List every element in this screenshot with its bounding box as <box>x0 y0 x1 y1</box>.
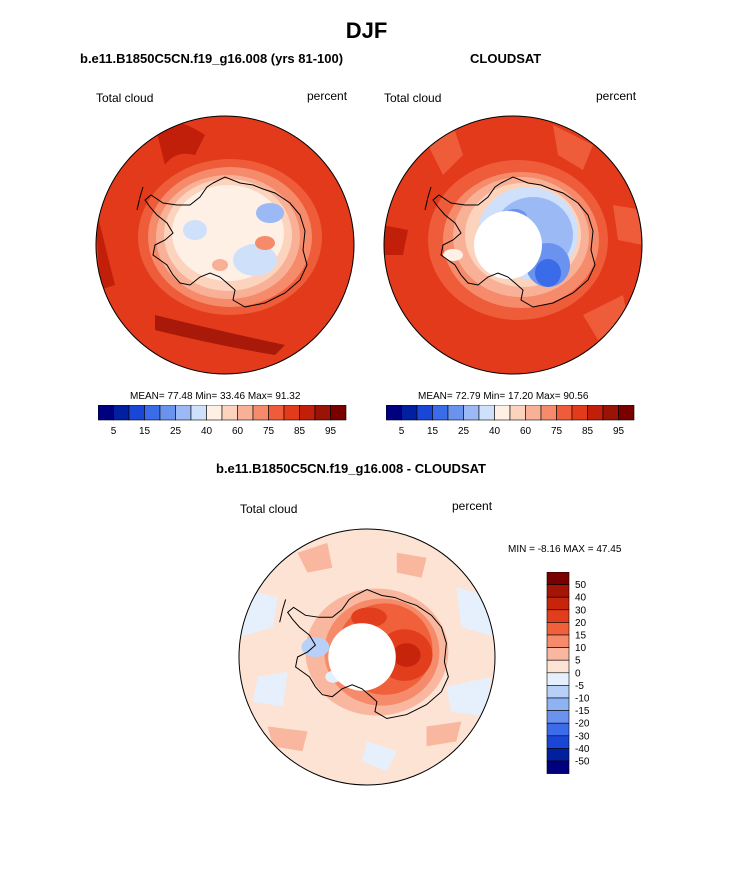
diff-colorbar-box <box>546 634 570 648</box>
left-colorbar-box <box>190 405 207 421</box>
diff-colorbar-box <box>546 622 570 636</box>
left-colorbar-tick-label: 15 <box>139 426 151 437</box>
diff-stats: MIN = -8.16 MAX = 47.45 <box>508 544 622 555</box>
diff-colorbar-box <box>546 735 570 749</box>
left-colorbar-tick-label: 75 <box>263 426 275 437</box>
diff-colorbar-tick-label: -40 <box>575 744 590 755</box>
diff-colorbar-tick-label: 10 <box>575 643 587 654</box>
left-polar-map <box>95 115 355 375</box>
diff-colorbar-tick-label: -50 <box>575 757 590 768</box>
diff-colorbar-box <box>546 722 570 737</box>
right-colorbar-tick-label: 5 <box>399 426 405 437</box>
diff-colorbar-tick-label: -10 <box>575 694 590 705</box>
right-colorbar-box <box>494 405 511 421</box>
left-colorbar-box <box>299 405 316 421</box>
diff-colorbar-box <box>546 672 570 686</box>
diff-colorbar-box <box>546 584 570 598</box>
diff-colorbar-box <box>546 697 570 711</box>
diff-colorbar-box <box>546 659 570 674</box>
diff-colorbar-box <box>546 710 570 724</box>
right-colorbar-box <box>447 405 464 421</box>
diff-colorbar-tick-label: -20 <box>575 719 590 730</box>
right-colorbar-box <box>401 405 418 421</box>
left-units-label: percent <box>307 89 348 103</box>
right-colorbar-box <box>509 405 526 421</box>
left-case-title: b.e11.B1850C5CN.f19_g16.008 (yrs 81-100) <box>80 51 344 66</box>
diff-colorbar-box <box>546 572 570 585</box>
diff-colorbar-box <box>546 596 570 611</box>
left-colorbar-box <box>206 405 223 421</box>
left-colorbar-tick-label: 5 <box>111 426 117 437</box>
left-colorbar-box <box>268 405 285 421</box>
right-colorbar-tick-label: 15 <box>427 426 439 437</box>
diff-colorbar-tick-label: 15 <box>575 631 587 642</box>
diff-units-label: percent <box>452 499 493 513</box>
right-units-label: percent <box>596 89 637 103</box>
right-colorbar-box <box>618 405 635 421</box>
left-colorbar-box <box>314 405 331 421</box>
left-stats: MEAN= 77.48 Min= 33.46 Max= 91.32 <box>130 391 301 402</box>
right-colorbar-tick-label: 60 <box>520 426 532 437</box>
right-colorbar-tick-label: 25 <box>458 426 470 437</box>
left-colorbar-box <box>175 405 192 421</box>
right-colorbar-box <box>587 405 604 421</box>
left-colorbar-box <box>330 405 347 421</box>
diff-case-title: b.e11.B1850C5CN.f19_g16.008 - CLOUDSAT <box>216 461 486 476</box>
diff-colorbar-box <box>546 609 570 623</box>
right-colorbar-box <box>416 405 433 421</box>
left-colorbar: 5 15 25 40 60 75 85 95 <box>98 405 347 437</box>
right-colorbar-box <box>571 405 588 421</box>
right-colorbar-box <box>478 405 495 421</box>
right-polar-map <box>383 115 643 375</box>
diff-colorbar-tick-label: 40 <box>575 593 587 604</box>
right-colorbar-box <box>525 405 542 421</box>
right-colorbar-tick-label: 40 <box>489 426 501 437</box>
diff-colorbar-tick-label: 50 <box>575 580 587 591</box>
page-title: DJF <box>345 18 388 43</box>
left-colorbar-tick-label: 25 <box>170 426 182 437</box>
right-stats: MEAN= 72.79 Min= 17.20 Max= 90.56 <box>418 391 589 402</box>
right-colorbar-box <box>432 405 449 421</box>
diff-colorbar-tick-label: -15 <box>575 706 590 717</box>
right-colorbar-box <box>602 405 619 421</box>
diff-colorbar-tick-label: 5 <box>575 656 581 667</box>
right-colorbar: 5 15 25 40 60 75 85 95 <box>386 405 635 437</box>
left-colorbar-tick-label: 40 <box>201 426 213 437</box>
diff-colorbar-tick-label: 0 <box>575 668 581 679</box>
diff-colorbar-tick-label: -30 <box>575 731 590 742</box>
left-colorbar-box <box>252 405 269 421</box>
left-colorbar-box <box>113 405 130 421</box>
left-colorbar-box <box>237 405 254 421</box>
left-colorbar-box <box>159 405 176 421</box>
diff-colorbar-box <box>546 685 570 699</box>
right-colorbar-box <box>540 405 557 421</box>
right-case-title: CLOUDSAT <box>470 51 542 66</box>
left-colorbar-tick-label: 60 <box>232 426 244 437</box>
right-variable-label: Total cloud <box>384 91 442 105</box>
left-colorbar-box <box>283 405 300 421</box>
left-variable-label: Total cloud <box>96 91 154 105</box>
right-colorbar-box <box>386 405 402 421</box>
left-colorbar-box <box>98 405 114 421</box>
right-colorbar-tick-label: 85 <box>582 426 594 437</box>
diff-colorbar-tick-label: 20 <box>575 618 587 629</box>
diff-variable-label: Total cloud <box>240 502 298 516</box>
diff-colorbar-box <box>546 647 570 661</box>
left-colorbar-box <box>128 405 145 421</box>
left-colorbar-box <box>144 405 161 421</box>
right-colorbar-tick-label: 75 <box>551 426 563 437</box>
right-colorbar-box <box>556 405 573 421</box>
left-colorbar-box <box>221 405 238 421</box>
left-colorbar-tick-label: 85 <box>294 426 306 437</box>
diff-colorbar-box <box>546 760 570 774</box>
right-colorbar-box <box>463 405 480 421</box>
diff-colorbar-tick-label: 30 <box>575 605 587 616</box>
diff-colorbar-box <box>546 748 570 762</box>
right-colorbar-tick-label: 95 <box>613 426 625 437</box>
left-colorbar-tick-label: 95 <box>325 426 337 437</box>
diff-polar-map <box>238 528 496 786</box>
diff-colorbar-tick-label: -5 <box>575 681 584 692</box>
